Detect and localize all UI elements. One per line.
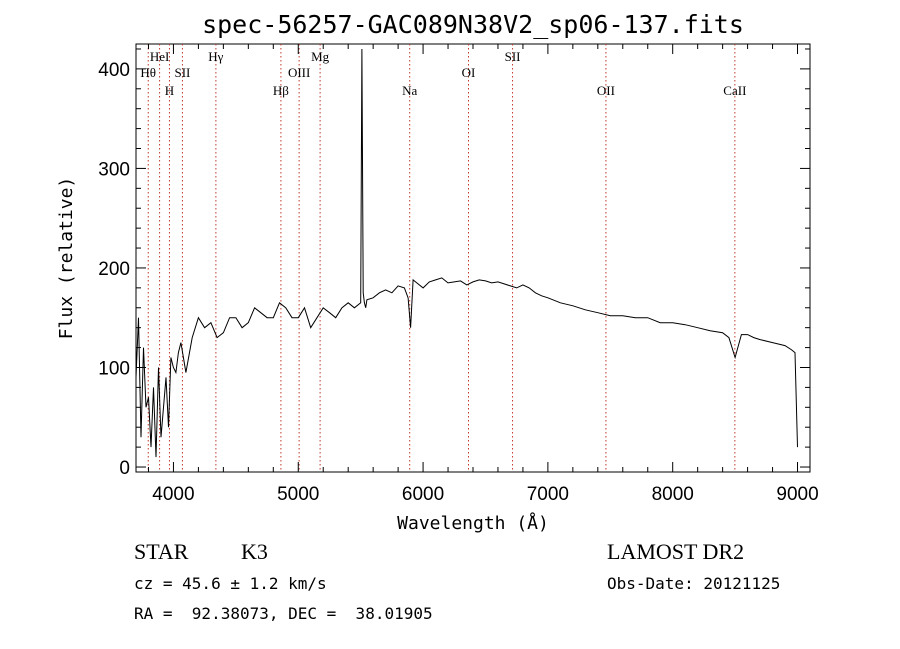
plot-frame	[135, 43, 811, 473]
spectral-line-label: Na	[402, 83, 417, 98]
observation-date: Obs-Date: 20121125	[607, 574, 781, 593]
spectral-line-label: Mg	[311, 49, 330, 64]
y-axis-label: Flux (relative)	[56, 177, 77, 340]
object-type: STAR	[134, 539, 189, 564]
object-subclass: K3	[241, 539, 268, 564]
redshift-velocity: cz = 45.6 ± 1.2 km/s	[134, 574, 327, 593]
x-tick-label: 8000	[652, 484, 694, 505]
spectral-line-label: CaII	[723, 83, 746, 98]
spectral-line-label: SII	[505, 49, 521, 64]
x-tick-label: 9000	[776, 484, 818, 505]
y-tick-label: 200	[98, 259, 130, 280]
spectral-line-label: OII	[597, 83, 615, 98]
x-tick-label: 7000	[527, 484, 569, 505]
x-axis-label: Wavelength (Å)	[397, 512, 549, 534]
spectral-line-label: OIII	[288, 65, 310, 80]
y-tick-label: 0	[119, 458, 130, 479]
y-tick-label: 300	[98, 159, 130, 180]
x-tick-label: 4000	[152, 484, 194, 505]
spectral-line-label: H	[165, 83, 174, 98]
chart-title: spec-56257-GAC089N38V2_sp06-137.fits	[202, 10, 744, 39]
spectral-line-label: Hθ	[140, 65, 156, 80]
spectral-line-label: OI	[462, 65, 476, 80]
spectral-line-label: Hγ	[208, 49, 223, 64]
spectral-line-label: SII	[174, 65, 190, 80]
sky-coordinates: RA = 92.38073, DEC = 38.01905	[134, 604, 433, 623]
y-tick-label: 100	[98, 358, 130, 379]
spectral-line-label: Hβ	[273, 83, 289, 98]
x-tick-label: 5000	[277, 484, 319, 505]
spectrum-series-line	[135, 48, 798, 458]
spectral-line-label: HeI	[150, 49, 170, 64]
y-tick-label: 400	[98, 60, 130, 81]
survey-name: LAMOST DR2	[607, 539, 745, 564]
x-tick-label: 6000	[402, 484, 444, 505]
